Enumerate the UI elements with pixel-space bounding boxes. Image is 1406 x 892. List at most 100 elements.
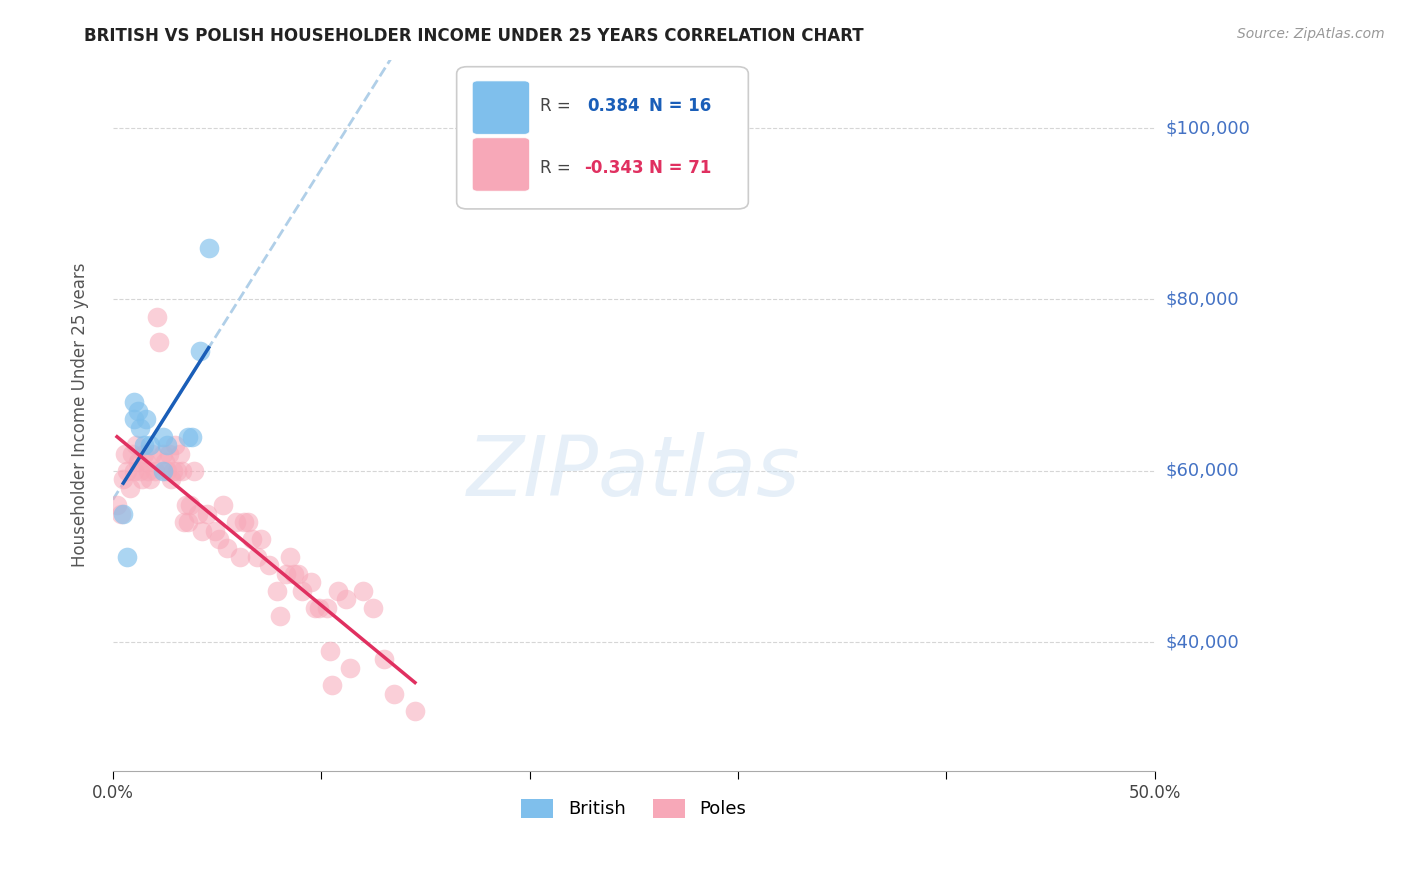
Point: [118, 481, 141, 495]
Point: [129, 464, 152, 478]
Point: [233, 515, 256, 529]
Text: Source: ZipAtlas.com: Source: ZipAtlas.com: [1237, 27, 1385, 41]
Point: [121, 447, 143, 461]
Point: [122, 412, 145, 426]
Text: $60,000: $60,000: [1166, 462, 1239, 480]
Text: $40,000: $40,000: [1166, 633, 1239, 651]
Point: [152, 464, 174, 478]
Point: [283, 566, 305, 581]
Point: [170, 464, 193, 478]
Point: [129, 421, 152, 435]
Point: [208, 533, 231, 547]
Point: [112, 472, 135, 486]
Text: N = 71: N = 71: [650, 159, 711, 177]
Point: [321, 678, 343, 692]
Point: [132, 438, 155, 452]
Text: BRITISH VS POLISH HOUSEHOLDER INCOME UNDER 25 YEARS CORRELATION CHART: BRITISH VS POLISH HOUSEHOLDER INCOME UND…: [84, 27, 863, 45]
Point: [181, 429, 204, 443]
Point: [195, 507, 218, 521]
Text: R =: R =: [540, 159, 576, 177]
Point: [179, 498, 201, 512]
Point: [122, 395, 145, 409]
Point: [135, 412, 157, 426]
Point: [117, 464, 139, 478]
Point: [257, 558, 280, 572]
Point: [335, 592, 357, 607]
Point: [139, 438, 162, 452]
Point: [242, 533, 264, 547]
Point: [326, 583, 349, 598]
Point: [112, 507, 135, 521]
Point: [212, 498, 235, 512]
Text: R =: R =: [540, 97, 576, 115]
Point: [157, 447, 180, 461]
Point: [246, 549, 269, 564]
Point: [299, 575, 322, 590]
Point: [229, 549, 252, 564]
Point: [156, 464, 179, 478]
Text: $100,000: $100,000: [1166, 120, 1250, 137]
Legend: British, Poles: British, Poles: [513, 792, 754, 826]
Point: [122, 464, 145, 478]
Point: [162, 464, 184, 478]
Point: [177, 515, 200, 529]
Point: [190, 343, 212, 358]
Point: [191, 524, 214, 538]
Text: $80,000: $80,000: [1166, 291, 1239, 309]
Point: [238, 515, 260, 529]
FancyBboxPatch shape: [457, 67, 748, 209]
Point: [373, 652, 395, 666]
Point: [316, 601, 339, 615]
Point: [352, 583, 374, 598]
Point: [145, 310, 167, 324]
Point: [166, 464, 188, 478]
Point: [363, 601, 385, 615]
Point: [187, 507, 209, 521]
Point: [404, 704, 426, 718]
Point: [183, 464, 205, 478]
Point: [287, 566, 309, 581]
Point: [125, 438, 148, 452]
Point: [152, 429, 174, 443]
Point: [165, 438, 187, 452]
Point: [382, 687, 405, 701]
Point: [153, 455, 176, 469]
Point: [308, 601, 330, 615]
Point: [278, 549, 301, 564]
Point: [266, 583, 288, 598]
Y-axis label: Householder Income Under 25 years: Householder Income Under 25 years: [72, 263, 89, 567]
Point: [249, 533, 271, 547]
Point: [339, 661, 361, 675]
Point: [117, 549, 139, 564]
Point: [105, 498, 128, 512]
Point: [177, 429, 200, 443]
Point: [152, 447, 174, 461]
Point: [169, 447, 191, 461]
Point: [291, 583, 314, 598]
Text: N = 16: N = 16: [650, 97, 711, 115]
Point: [156, 438, 179, 452]
Point: [139, 472, 162, 486]
Point: [173, 515, 195, 529]
Point: [135, 455, 157, 469]
Point: [217, 541, 239, 555]
Point: [127, 455, 149, 469]
Point: [318, 644, 340, 658]
Point: [204, 524, 226, 538]
Point: [269, 609, 291, 624]
FancyBboxPatch shape: [472, 81, 530, 135]
Point: [304, 601, 326, 615]
Point: [225, 515, 247, 529]
Point: [160, 472, 183, 486]
Point: [143, 464, 166, 478]
Point: [174, 498, 197, 512]
Point: [136, 464, 159, 478]
Point: [197, 241, 219, 255]
Point: [110, 507, 132, 521]
Point: [127, 404, 149, 418]
Text: -0.343: -0.343: [583, 159, 644, 177]
Text: ZIPatlas: ZIPatlas: [467, 432, 800, 513]
Point: [114, 447, 136, 461]
Point: [141, 447, 163, 461]
Point: [274, 566, 297, 581]
